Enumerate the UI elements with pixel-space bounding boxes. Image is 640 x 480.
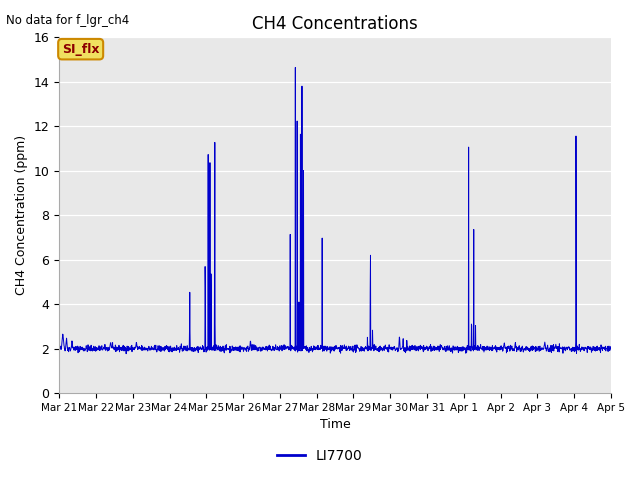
X-axis label: Time: Time <box>320 419 351 432</box>
Text: SI_flx: SI_flx <box>62 43 99 56</box>
Text: No data for f_lgr_ch4: No data for f_lgr_ch4 <box>6 14 130 27</box>
Legend: LI7700: LI7700 <box>271 443 369 468</box>
Title: CH4 Concentrations: CH4 Concentrations <box>252 15 418 33</box>
Y-axis label: CH4 Concentration (ppm): CH4 Concentration (ppm) <box>15 135 28 295</box>
